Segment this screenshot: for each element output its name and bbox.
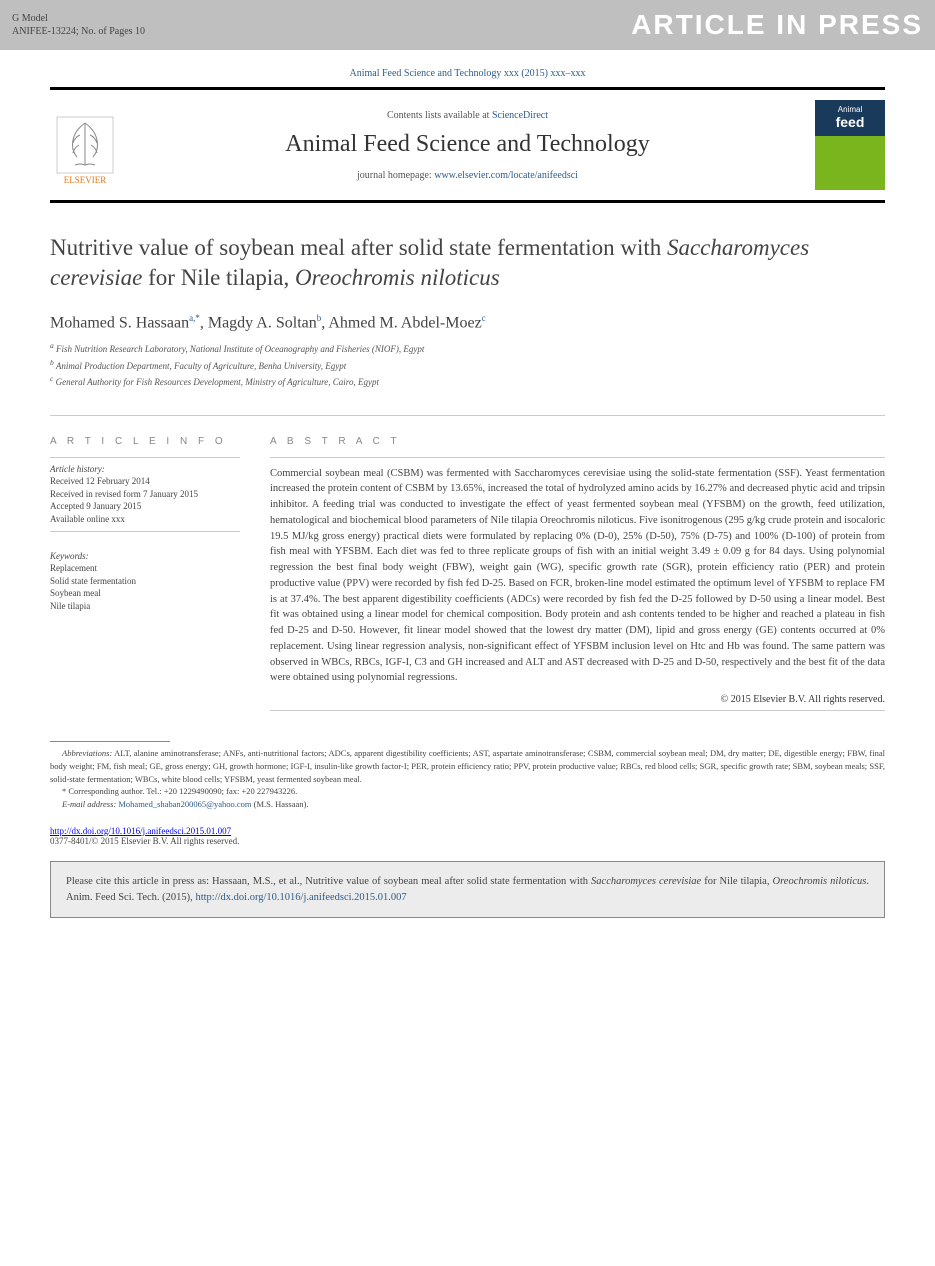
author-2: Magdy A. Soltan [208,314,317,331]
author-2-sup: b [317,313,322,323]
kw-0: Replacement [50,562,240,575]
cover-text-bottom: feed [836,114,865,130]
email-label: E-mail address: [62,799,118,809]
footnote-rule [50,741,170,742]
abbrev-text: ALT, alanine aminotransferase; ANFs, ant… [50,748,885,784]
cite-part2: for Nile tilapia, [701,876,772,887]
gmodel-line1: G Model [12,12,145,25]
watermark-text: ARTICLE IN PRESS [631,9,923,41]
email-link[interactable]: Mohamed_shaban200065@yahoo.com [118,799,251,809]
kw-2: Soybean meal [50,587,240,600]
affiliations: a Fish Nutrition Research Laboratory, Na… [50,340,885,390]
author-3-sup: c [482,313,486,323]
kw-1: Solid state fermentation [50,575,240,588]
history-3: Available online xxx [50,513,240,526]
info-abstract-row: A R T I C L E I N F O Article history: R… [50,415,885,712]
article-info-col: A R T I C L E I N F O Article history: R… [50,436,240,712]
banner: ELSEVIER Contents lists available at Sci… [0,90,935,200]
abstract-rule [270,457,885,458]
affil-a-sup: a [50,341,54,350]
author-3: Ahmed M. Abdel-Moez [328,314,481,331]
author-1: Mohamed S. Hassaan [50,314,189,331]
title-italic2: Oreochromis niloticus [295,265,500,290]
homepage-line: journal homepage: www.elsevier.com/locat… [135,170,800,181]
history-block: Article history: Received 12 February 20… [50,457,240,532]
doi-link[interactable]: http://dx.doi.org/10.1016/j.anifeedsci.2… [50,826,231,836]
cite-italic1: Saccharomyces cerevisiae [591,876,701,887]
elsevier-logo: ELSEVIER [50,105,120,185]
affil-b-text: Animal Production Department, Faculty of… [56,361,346,371]
journal-name: Animal Feed Science and Technology [135,131,800,158]
homepage-link[interactable]: www.elsevier.com/locate/anifeedsci [434,170,578,181]
contents-prefix: Contents lists available at [387,110,492,121]
elsevier-tree-icon [55,115,115,175]
keywords-label: Keywords: [50,550,240,563]
author-1-sup: a,* [189,313,200,323]
homepage-prefix: journal homepage: [357,170,434,181]
affil-c-sup: c [50,374,53,383]
abbreviations: Abbreviations: ALT, alanine aminotransfe… [50,747,885,785]
page: G Model ANIFEE-13224; No. of Pages 10 AR… [0,0,935,918]
doi-block: http://dx.doi.org/10.1016/j.anifeedsci.2… [0,821,935,851]
cite-italic2: Oreochromis niloticus [773,876,867,887]
cover-text-top: Animal [838,105,862,114]
header-bar: G Model ANIFEE-13224; No. of Pages 10 AR… [0,0,935,50]
affil-b-sup: b [50,358,54,367]
email-suffix: (M.S. Hassaan). [252,799,309,809]
history-2: Accepted 9 January 2015 [50,500,240,513]
abstract-text: Commercial soybean meal (CSBM) was ferme… [270,466,885,687]
gmodel-line2: ANIFEE-13224; No. of Pages 10 [12,25,145,38]
affil-a: a Fish Nutrition Research Laboratory, Na… [50,340,885,357]
cite-part1: Please cite this article in press as: Ha… [66,876,591,887]
banner-center: Contents lists available at ScienceDirec… [135,110,800,181]
sciencedirect-link[interactable]: ScienceDirect [492,110,548,121]
abstract-heading: A B S T R A C T [270,436,885,447]
affil-b: b Animal Production Department, Faculty … [50,357,885,374]
abstract-copyright: © 2015 Elsevier B.V. All rights reserved… [270,694,885,705]
email-line: E-mail address: Mohamed_shaban200065@yah… [50,798,885,811]
title-part1: Nutritive value of soybean meal after so… [50,235,667,260]
contents-line: Contents lists available at ScienceDirec… [135,110,800,121]
history-label: Article history: [50,463,240,476]
article-title: Nutritive value of soybean meal after so… [50,233,885,293]
journal-cover-thumb: Animal feed [815,100,885,190]
corresponding-author: * Corresponding author. Tel.: +20 122949… [50,785,885,798]
kw-3: Nile tilapia [50,600,240,613]
abstract-rule-bottom [270,710,885,711]
gmodel-block: G Model ANIFEE-13224; No. of Pages 10 [12,12,145,38]
abbrev-label: Abbreviations: [62,748,112,758]
history-0: Received 12 February 2014 [50,475,240,488]
authors-line: Mohamed S. Hassaana,*, Magdy A. Soltanb,… [50,313,885,332]
publisher-name: ELSEVIER [64,175,107,185]
issn-copyright: 0377-8401/© 2015 Elsevier B.V. All right… [50,836,885,846]
title-part2: for Nile tilapia, [142,265,295,290]
affil-c-text: General Authority for Fish Resources Dev… [56,377,379,387]
journal-reference: Animal Feed Science and Technology xxx (… [0,50,935,87]
keywords-block: Keywords: Replacement Solid state fermen… [50,550,240,613]
cite-doi-link[interactable]: http://dx.doi.org/10.1016/j.anifeedsci.2… [195,892,406,903]
affil-a-text: Fish Nutrition Research Laboratory, Nati… [56,344,424,354]
affil-c: c General Authority for Fish Resources D… [50,373,885,390]
abstract-col: A B S T R A C T Commercial soybean meal … [270,436,885,712]
history-1: Received in revised form 7 January 2015 [50,488,240,501]
article-header: Nutritive value of soybean meal after so… [0,203,935,721]
footnote-section: Abbreviations: ALT, alanine aminotransfe… [0,721,935,821]
info-heading: A R T I C L E I N F O [50,436,240,447]
citation-box: Please cite this article in press as: Ha… [50,861,885,919]
